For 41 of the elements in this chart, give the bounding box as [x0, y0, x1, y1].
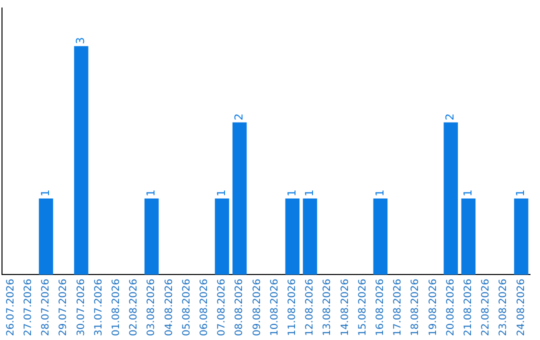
x-tick-label: 15.08.2026	[357, 278, 368, 336]
x-tick-label: 08.08.2026	[234, 278, 246, 336]
x-tick-label: 21.08.2026	[462, 278, 474, 336]
x-tick-label: 11.08.2026	[286, 278, 298, 336]
x-tick-label: 04.08.2026	[164, 278, 175, 336]
x-tick-label: 17.08.2026	[392, 278, 404, 336]
x-tick-label: 27.07.2026	[22, 278, 34, 336]
data-label: 2	[232, 113, 246, 120]
x-tick-label: 09.08.2026	[252, 278, 263, 336]
data-label: 1	[514, 190, 528, 197]
data-label: 1	[214, 190, 228, 197]
data-label: 1	[285, 190, 298, 197]
x-tick-label: 30.07.2026	[76, 278, 87, 336]
data-label: 2	[444, 113, 457, 120]
x-tick-label: 02.08.2026	[128, 278, 140, 336]
x-tick-label: 31.07.2026	[93, 278, 104, 336]
data-label: 1	[302, 190, 316, 197]
data-label: 3	[74, 37, 88, 44]
x-tick-label: 26.07.2026	[5, 278, 16, 336]
x-tick-label: 03.08.2026	[146, 278, 158, 336]
x-tick-label: 05.08.2026	[181, 278, 192, 336]
x-tick-label: 29.07.2026	[58, 278, 70, 336]
data-label: 1	[373, 190, 386, 197]
x-tick-label: 10.08.2026	[269, 278, 280, 336]
x-tick-label: 07.08.2026	[216, 278, 228, 336]
x-tick-label: 18.08.2026	[410, 278, 422, 336]
x-tick-label: 14.08.2026	[340, 278, 351, 336]
x-tick-label: 06.08.2026	[198, 278, 210, 336]
x-tick-label: 12.08.2026	[304, 278, 316, 336]
x-tick-label: 16.08.2026	[374, 278, 386, 336]
x-tick-label: 19.08.2026	[428, 278, 439, 336]
data-label: 1	[144, 190, 158, 197]
x-tick-label: 20.08.2026	[445, 278, 456, 336]
x-tick-label: 13.08.2026	[322, 278, 334, 336]
x-tick-label: 28.07.2026	[40, 278, 52, 336]
x-tick-label: 22.08.2026	[480, 278, 492, 336]
x-tick-label: 23.08.2026	[498, 278, 510, 336]
data-label: 1	[461, 190, 474, 197]
x-tick-label: 01.08.2026	[110, 278, 122, 336]
data-label: 1	[38, 190, 52, 197]
x-tick-label: 24.08.2026	[516, 278, 527, 336]
